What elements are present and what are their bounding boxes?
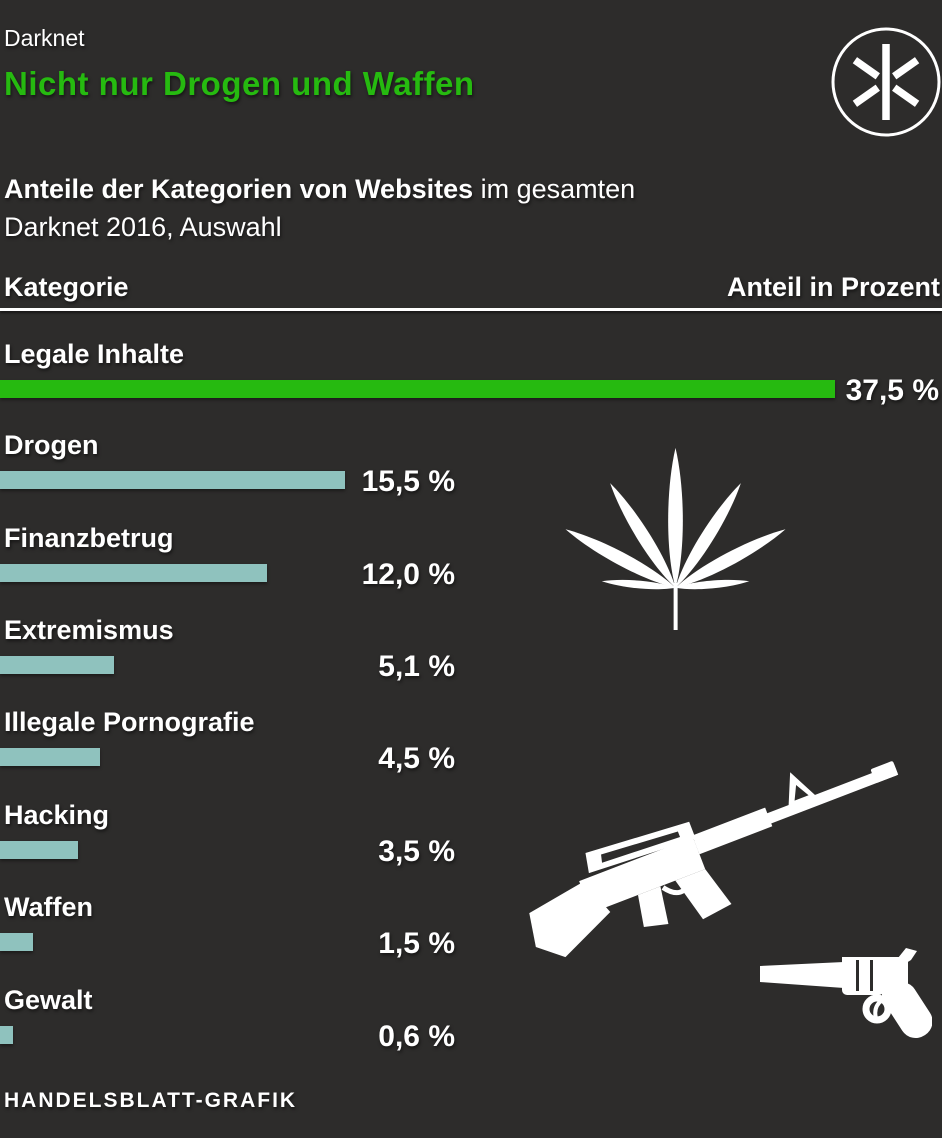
category-bar <box>0 1026 13 1044</box>
subtitle-line-1: Anteile der Kategorien von Websites im g… <box>4 170 834 208</box>
category-label: Finanzbetrug <box>4 523 174 553</box>
category-value: 0,6 % <box>378 1020 455 1053</box>
chart-row-waffen: Waffen 1,5 % <box>0 891 942 969</box>
cannabis-leaf-icon <box>562 447 789 630</box>
column-header-category: Kategorie <box>4 272 129 302</box>
category-value: 15,5 % <box>361 465 455 498</box>
category-bar <box>0 564 267 582</box>
category-value: 4,5 % <box>378 742 455 775</box>
chart-row-extremismus: Extremismus 5,1 % <box>0 614 942 692</box>
chart-row-hacking: Hacking 3,5 % <box>0 799 942 877</box>
category-value: 1,5 % <box>378 927 455 960</box>
chart-row-illegale-pornografie: Illegale Pornografie 4,5 % <box>0 706 942 784</box>
category-bar <box>0 748 100 766</box>
category-value: 12,0 % <box>361 558 455 591</box>
category-label: Waffen <box>4 892 93 922</box>
category-bar <box>0 380 835 398</box>
category-value: 3,5 % <box>378 835 455 868</box>
assault-rifle-icon <box>529 761 899 958</box>
subtitle-line-2: Darknet 2016, Auswahl <box>4 212 282 242</box>
chart-row-gewalt: Gewalt 0,6 % <box>0 984 942 1062</box>
chart-subtitle: Anteile der Kategorien von Websites im g… <box>4 170 834 246</box>
category-label: Extremismus <box>4 615 174 645</box>
asterisk-circle-icon <box>831 27 941 137</box>
category-bar <box>0 471 345 489</box>
source-credit: HANDELSBLATT-GRAFIK <box>4 1089 298 1112</box>
category-label: Hacking <box>4 800 110 830</box>
header-divider <box>0 308 942 311</box>
category-label: Gewalt <box>4 985 93 1015</box>
column-header-value: Anteil in Prozent <box>726 272 940 302</box>
page-title: Nicht nur Drogen und Waffen <box>4 65 475 102</box>
chart-row-finanzbetrug: Finanzbetrug 12,0 % <box>0 522 942 600</box>
category-label: Illegale Pornografie <box>4 707 255 737</box>
chart-row-legale-inhalte: Legale Inhalte 37,5 % <box>0 338 942 416</box>
category-bar <box>0 933 33 951</box>
kicker-label: Darknet <box>4 25 85 51</box>
category-bar <box>0 841 78 859</box>
category-value: 37,5 % <box>845 374 939 407</box>
subtitle-bold: Anteile der Kategorien von Websites <box>4 174 474 204</box>
category-label: Legale Inhalte <box>4 339 185 369</box>
category-value: 5,1 % <box>378 650 455 683</box>
category-bar <box>0 656 114 674</box>
category-label: Drogen <box>4 430 99 460</box>
revolver-icon <box>760 948 932 1039</box>
chart-row-drogen: Drogen 15,5 % <box>0 429 942 507</box>
subtitle-rest: im gesamten <box>473 174 636 204</box>
